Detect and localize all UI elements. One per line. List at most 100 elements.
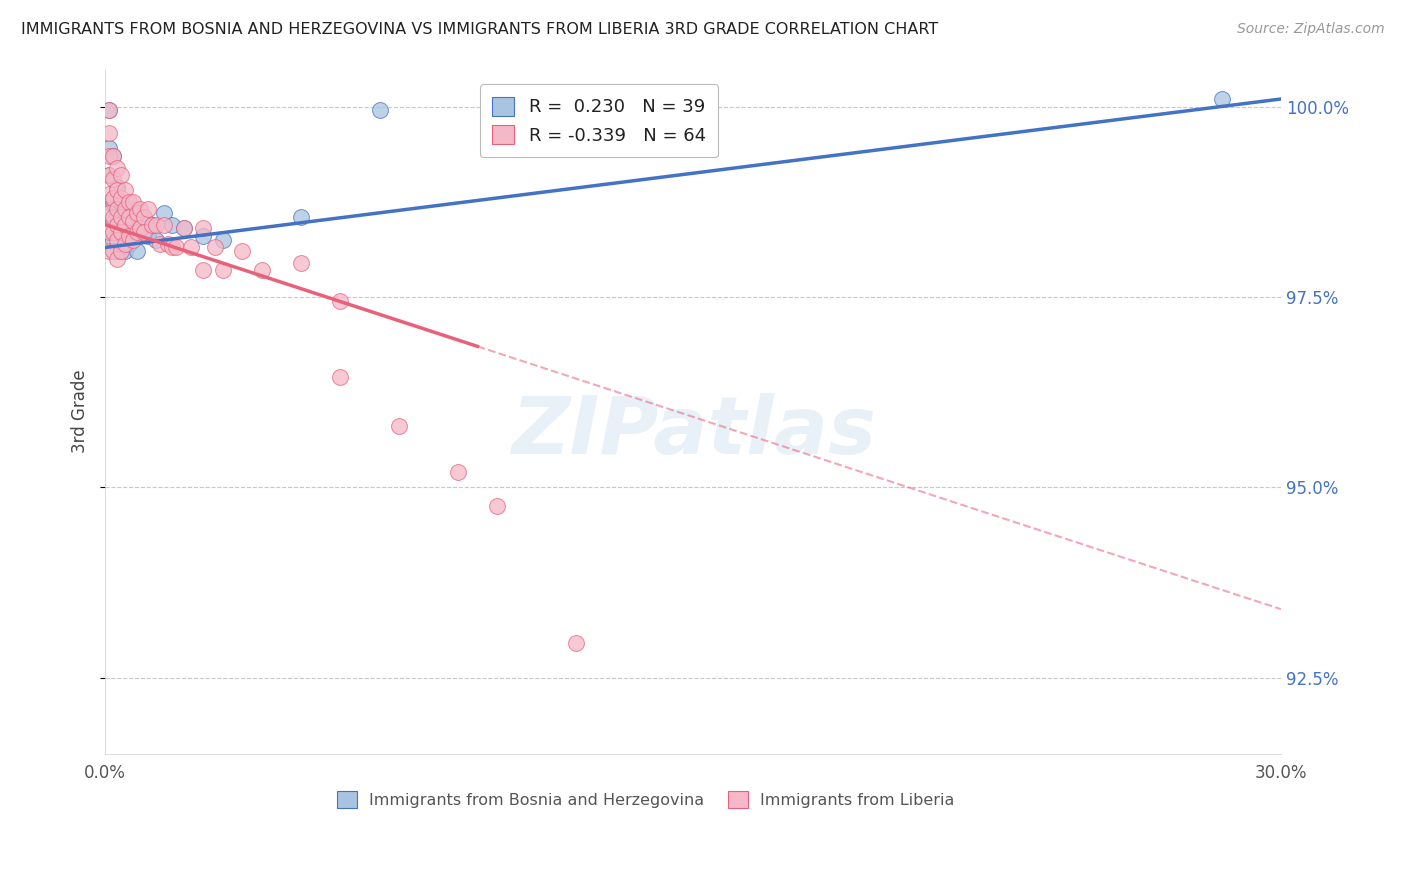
Point <box>105 161 128 175</box>
Point <box>98 103 121 118</box>
Point <box>110 191 132 205</box>
Point <box>101 194 124 209</box>
Point <box>129 202 152 217</box>
Point <box>388 419 411 434</box>
Point <box>121 233 143 247</box>
Point <box>105 218 128 232</box>
Point <box>125 244 148 259</box>
Point <box>118 214 141 228</box>
Text: Source: ZipAtlas.com: Source: ZipAtlas.com <box>1237 22 1385 37</box>
Point <box>98 168 121 182</box>
Point <box>160 240 183 254</box>
Point <box>114 244 136 259</box>
Legend: Immigrants from Bosnia and Herzegovina, Immigrants from Liberia: Immigrants from Bosnia and Herzegovina, … <box>330 785 962 814</box>
Point <box>101 225 124 239</box>
Point <box>101 210 124 224</box>
Point <box>173 221 195 235</box>
Point <box>193 229 215 244</box>
Point <box>101 172 124 186</box>
Point <box>98 149 121 163</box>
Point <box>105 244 128 259</box>
Point <box>118 229 141 244</box>
Point <box>98 206 121 220</box>
Point <box>101 233 124 247</box>
Point <box>447 465 470 479</box>
Point <box>121 214 143 228</box>
Text: ZIPatlas: ZIPatlas <box>510 392 876 471</box>
Point <box>98 187 121 202</box>
Point <box>114 225 136 239</box>
Point <box>98 168 121 182</box>
Point <box>114 236 136 251</box>
Point <box>110 225 132 239</box>
Point <box>149 236 172 251</box>
Point <box>290 210 312 224</box>
Point <box>121 202 143 217</box>
Point <box>486 500 509 514</box>
Point <box>156 236 179 251</box>
Point <box>231 244 253 259</box>
Point <box>211 263 233 277</box>
Point <box>564 636 586 650</box>
Point <box>141 218 163 232</box>
Point <box>118 236 141 251</box>
Point <box>134 210 156 224</box>
Point <box>193 263 215 277</box>
Text: IMMIGRANTS FROM BOSNIA AND HERZEGOVINA VS IMMIGRANTS FROM LIBERIA 3RD GRADE CORR: IMMIGRANTS FROM BOSNIA AND HERZEGOVINA V… <box>21 22 938 37</box>
Point <box>180 240 202 254</box>
Point <box>153 206 176 220</box>
Point <box>114 206 136 220</box>
Point <box>105 252 128 266</box>
Point <box>110 244 132 259</box>
Point <box>125 221 148 235</box>
Point <box>129 221 152 235</box>
Point <box>114 218 136 232</box>
Point <box>134 225 156 239</box>
Point <box>105 183 128 197</box>
Point <box>136 229 159 244</box>
Point <box>329 293 352 308</box>
Y-axis label: 3rd Grade: 3rd Grade <box>72 369 89 453</box>
Point <box>160 218 183 232</box>
Point <box>329 370 352 384</box>
Point <box>204 240 226 254</box>
Point <box>105 225 128 239</box>
Point <box>125 225 148 239</box>
Point <box>134 210 156 224</box>
Point <box>118 210 141 224</box>
Point <box>290 256 312 270</box>
Point <box>110 168 132 182</box>
Point <box>486 103 509 118</box>
Point <box>110 210 132 224</box>
Point <box>141 218 163 232</box>
Point <box>110 221 132 235</box>
Point <box>105 210 128 224</box>
Point <box>105 233 128 247</box>
Point <box>564 103 586 118</box>
Point <box>101 214 124 228</box>
Point <box>105 202 128 217</box>
Point <box>125 206 148 220</box>
Point <box>145 218 167 232</box>
Point <box>110 244 132 259</box>
Point <box>110 194 132 209</box>
Point <box>98 141 121 155</box>
Point <box>121 225 143 239</box>
Point <box>98 194 121 209</box>
Point <box>173 221 195 235</box>
Point <box>118 194 141 209</box>
Point <box>101 149 124 163</box>
Point <box>98 244 121 259</box>
Point <box>101 191 124 205</box>
Point <box>153 218 176 232</box>
Point <box>98 225 121 239</box>
Point <box>145 233 167 247</box>
Point <box>165 240 187 254</box>
Point <box>121 194 143 209</box>
Point <box>98 126 121 140</box>
Point <box>193 221 215 235</box>
Point <box>114 183 136 197</box>
Point <box>101 149 124 163</box>
Point <box>129 225 152 239</box>
Point <box>211 233 233 247</box>
